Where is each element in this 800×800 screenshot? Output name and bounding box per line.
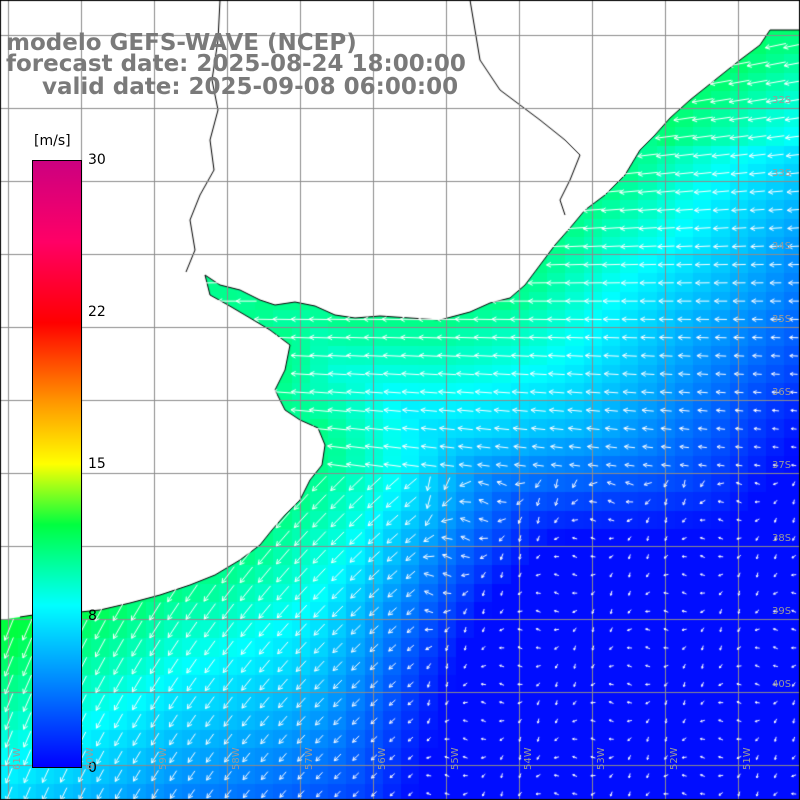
- lon-label-52w: 52W: [669, 747, 680, 770]
- lon-label-51w: 51W: [742, 747, 753, 770]
- colorbar-tick-0: 0: [88, 760, 97, 776]
- valid-date-title: valid date: 2025-09-08 06:00:00: [42, 74, 459, 100]
- lon-label-61w: 61W: [12, 747, 23, 770]
- colorbar-unit: [m/s]: [34, 133, 71, 149]
- lat-label-39s: 39S: [772, 606, 792, 617]
- lon-label-54w: 54W: [523, 747, 534, 770]
- lon-label-55w: 55W: [450, 747, 461, 770]
- forecast-date-title: forecast date: 2025-08-24 18:00:00: [6, 51, 466, 77]
- lon-label-60w: 60W: [85, 747, 96, 770]
- lon-label-59w: 59W: [158, 747, 169, 770]
- colorbar-tick-30: 30: [88, 152, 106, 168]
- colorbar-tick-8: 8: [88, 608, 97, 624]
- lat-label-34s: 34S: [772, 241, 792, 252]
- lat-label-40s: 40S: [772, 679, 792, 690]
- lon-label-58w: 58W: [231, 747, 242, 770]
- lon-label-56w: 56W: [377, 747, 388, 770]
- lat-label-37s: 37S: [772, 460, 792, 471]
- lat-label-32s: 32S: [772, 95, 792, 106]
- lat-label-33s: 33S: [772, 168, 792, 179]
- model-title: modelo GEFS-WAVE (NCEP): [6, 30, 357, 56]
- lat-label-35s: 35S: [772, 314, 792, 325]
- lat-label-38s: 38S: [772, 533, 792, 544]
- lon-label-53w: 53W: [596, 747, 607, 770]
- lon-label-57w: 57W: [304, 747, 315, 770]
- lat-label-36s: 36S: [772, 387, 792, 398]
- colorbar-tick-15: 15: [88, 456, 106, 472]
- colorbar-gradient: [32, 160, 82, 768]
- colorbar-tick-22: 22: [88, 304, 106, 320]
